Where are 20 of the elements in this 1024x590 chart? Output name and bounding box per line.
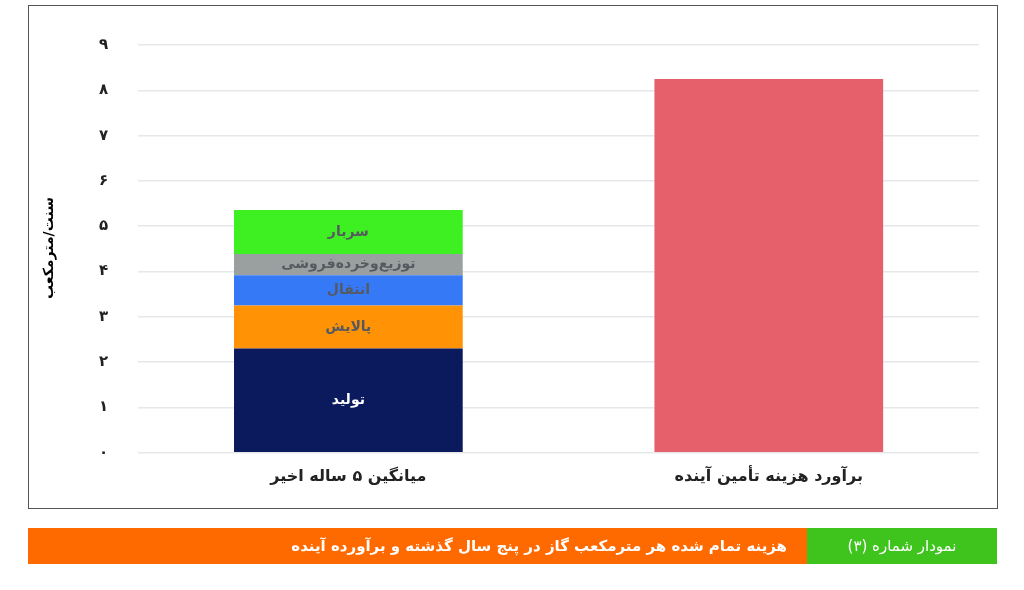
y-tick-label: ۰: [99, 442, 109, 461]
series-label: انتقال: [326, 281, 370, 297]
y-tick-label: ۱: [99, 397, 109, 416]
series-label: تولید: [331, 390, 365, 408]
y-tick-label: ۸: [99, 80, 109, 99]
text: هزینه تمام شده هر مترمکعب گاز در پنج سال گذشته و برآورده آینده: [28, 528, 807, 564]
x-tick-label: میانگین ۵ ساله اخیر: [269, 465, 427, 485]
y-tick-label: ۹: [99, 34, 109, 53]
y-tick-label: ۵: [99, 216, 109, 235]
y-tick-label: ۶: [99, 170, 109, 189]
text: نمودار شماره (۳): [807, 528, 997, 564]
x-tick-label: برآورد هزینه تأمین آینده: [674, 464, 863, 485]
y-tick-label: ۴: [99, 261, 109, 280]
series-label: توزیع‌وخرده‌فروشی: [281, 255, 416, 273]
y-tick-label: ۷: [99, 125, 109, 144]
series-label: پالایش: [325, 317, 372, 335]
y-tick-label: ۳: [99, 306, 109, 325]
y-axis-title: سنت/مترمکعب: [40, 196, 57, 300]
y-tick-label: ۲: [99, 352, 109, 371]
series-label: سربار: [326, 222, 369, 240]
